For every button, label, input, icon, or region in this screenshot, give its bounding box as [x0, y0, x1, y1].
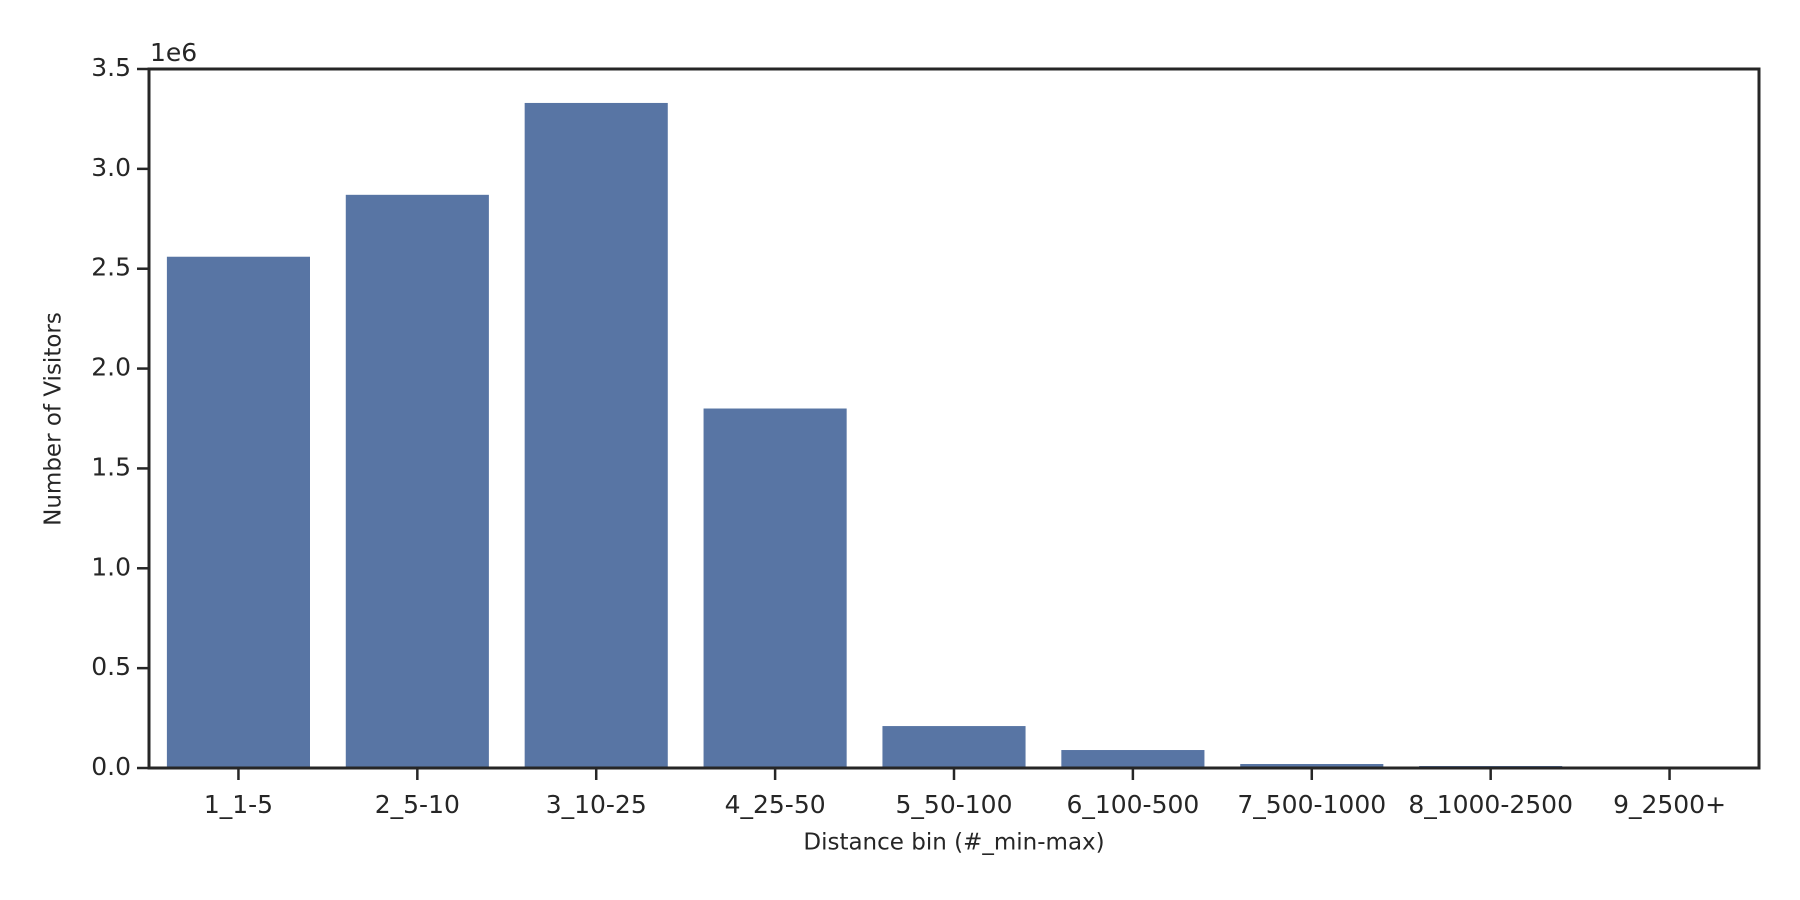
bar	[166, 256, 310, 768]
bar	[1061, 750, 1205, 768]
x-tick-label: 8_1000-2500	[1408, 790, 1573, 819]
bar	[882, 726, 1026, 768]
x-tick-label: 1_1-5	[204, 790, 273, 819]
bar	[345, 194, 489, 768]
x-axis-title: Distance bin (#_min-max)	[803, 830, 1104, 856]
y-tick-label: 2.5	[91, 253, 131, 282]
y-tick-label: 1.0	[91, 552, 131, 581]
y-tick-label: 3.0	[91, 153, 131, 182]
x-tick-label: 3_10-25	[546, 790, 647, 819]
bar	[524, 102, 668, 769]
bar	[703, 408, 847, 768]
y-tick-label: 2.0	[91, 353, 131, 382]
x-tick-label: 5_50-100	[896, 790, 1013, 819]
x-tick-label: 2_5-10	[375, 790, 460, 819]
x-tick-label: 7_500-1000	[1237, 790, 1386, 819]
x-tick-label: 4_25-50	[725, 790, 826, 819]
x-tick-label: 6_100-500	[1066, 790, 1199, 819]
bar	[1240, 764, 1384, 768]
plot-frame	[147, 67, 1761, 770]
y-tick-label: 0.5	[91, 652, 131, 681]
y-offset-label: 1e6	[150, 38, 197, 67]
y-axis-title: Number of Visitors	[41, 312, 67, 526]
x-tick-label: 9_2500+	[1613, 790, 1726, 819]
y-tick-label: 0.0	[91, 752, 131, 781]
y-tick-label: 3.5	[91, 53, 131, 82]
y-tick-label: 1.5	[91, 452, 131, 481]
